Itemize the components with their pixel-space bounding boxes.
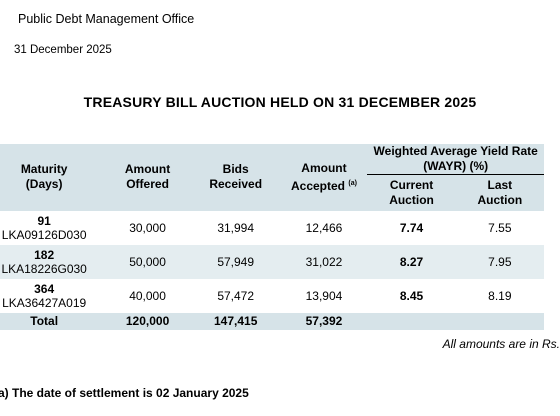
maturity-header-line2: (Days) — [25, 177, 63, 192]
isin-code: LKA36427A019 — [2, 295, 87, 310]
maturity-header: Maturity (Days) — [0, 144, 105, 211]
bids-cell: 31,994 — [190, 210, 281, 245]
amount-accepted-header: Amount Accepted (a) — [280, 144, 368, 211]
bids-received-header-line2: Received — [209, 177, 263, 192]
last-yield-cell: 8.19 — [455, 278, 544, 313]
last-yield-cell: 7.95 — [455, 244, 544, 279]
maturity-cell: 364 LKA36427A019 — [0, 278, 105, 313]
document-date: 31 December 2025 — [14, 44, 112, 56]
table-row: 91 LKA09126D030 30,000 31,994 12,466 7.7… — [0, 210, 544, 245]
total-empty-cell — [455, 312, 544, 330]
total-row: Total 120,000 147,415 57,392 — [0, 312, 544, 330]
isin-code: LKA09126D030 — [1, 227, 87, 242]
accepted-cell: 13,904 — [280, 278, 368, 313]
amount-offered-header: Amount Offered — [104, 144, 191, 211]
table-row: 182 LKA18226G030 50,000 57,949 31,022 8.… — [0, 244, 544, 279]
current-auction-header-line1: Current — [389, 177, 434, 192]
last-auction-header: Last Auction — [455, 174, 544, 211]
offered-cell: 40,000 — [104, 278, 191, 313]
amount-accepted-label: Accepted — [290, 178, 346, 193]
amount-accepted-header-line2: Accepted (a) — [281, 176, 368, 194]
maturity-days: 91 — [37, 213, 51, 228]
isin-code: LKA18226G030 — [1, 261, 87, 276]
bids-received-header: Bids Received — [190, 144, 281, 211]
amount-offered-header-line1: Amount — [124, 162, 171, 177]
auction-table: Maturity (Days) Amount Offered Bids Rece… — [0, 144, 544, 330]
accepted-cell: 12,466 — [280, 210, 368, 245]
settlement-footnote: (a) The date of settlement is 02 January… — [0, 386, 249, 400]
maturity-header-line1: Maturity — [20, 162, 68, 177]
current-yield-cell: 8.27 — [367, 244, 456, 279]
bids-cell: 57,949 — [190, 244, 281, 279]
page-title: TREASURY BILL AUCTION HELD ON 31 DECEMBE… — [83, 94, 477, 110]
total-empty-cell — [367, 312, 456, 330]
last-auction-header-line2: Auction — [477, 192, 523, 207]
accepted-cell: 31,022 — [280, 244, 368, 279]
current-yield-cell: 7.74 — [367, 210, 456, 245]
maturity-days: 364 — [34, 281, 55, 296]
wayr-header-line2: (WAYR) (%) — [423, 159, 489, 173]
total-offered: 120,000 — [104, 312, 191, 330]
last-auction-header-line1: Last — [487, 177, 513, 192]
wayr-header-line1: Weighted Average Yield Rate — [373, 144, 538, 158]
footnote-marker: (a) — [348, 179, 357, 187]
offered-cell: 30,000 — [104, 210, 191, 245]
current-yield-cell: 8.45 — [367, 278, 456, 313]
current-auction-header-line2: Auction — [389, 192, 434, 207]
amount-accepted-header-line1: Amount — [301, 160, 347, 175]
amounts-note: All amounts are in Rs. — [442, 337, 560, 351]
maturity-cell: 182 LKA18226G030 — [0, 244, 105, 279]
wayr-group-header: Weighted Average Yield Rate (WAYR) (%) — [367, 144, 544, 175]
current-auction-header: Current Auction — [367, 174, 456, 211]
bids-cell: 57,472 — [190, 278, 281, 313]
bids-received-header-line1: Bids — [222, 162, 249, 177]
maturity-days: 182 — [34, 247, 55, 262]
total-accepted: 57,392 — [280, 312, 368, 330]
office-name: Public Debt Management Office — [18, 12, 195, 26]
total-bids: 147,415 — [190, 312, 281, 330]
table-row: 364 LKA36427A019 40,000 57,472 13,904 8.… — [0, 278, 544, 313]
offered-cell: 50,000 — [104, 244, 191, 279]
last-yield-cell: 7.55 — [455, 210, 544, 245]
amount-offered-header-line2: Offered — [126, 177, 169, 192]
maturity-cell: 91 LKA09126D030 — [0, 210, 105, 245]
total-label: Total — [0, 312, 105, 330]
